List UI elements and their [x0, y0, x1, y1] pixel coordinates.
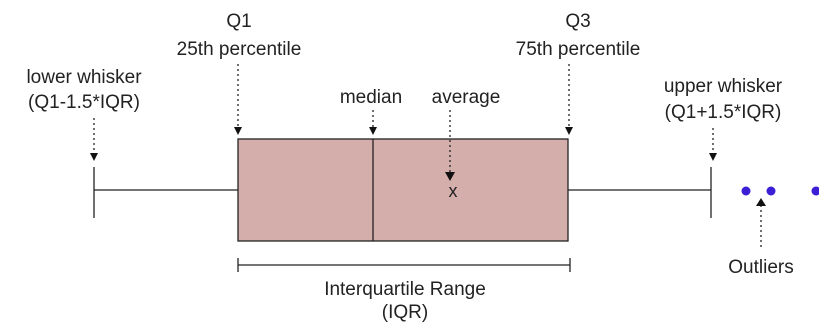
q3-label: Q3	[565, 11, 590, 32]
iqr-box	[237, 138, 569, 242]
outlier-point	[766, 186, 776, 196]
average-marker: x	[449, 181, 458, 201]
q3-description: 75th percentile	[516, 39, 641, 60]
lower-whisker-label: lower whisker	[26, 67, 142, 88]
average-arrowhead	[445, 172, 455, 181]
average-label: average	[432, 87, 501, 108]
lower-whisker-arrowhead	[90, 153, 98, 161]
upper-whisker-arrowhead	[709, 153, 717, 161]
upper-whisker-label: upper whisker	[664, 76, 783, 97]
q1-label: Q1	[226, 11, 251, 32]
outliers-arrowhead	[756, 198, 766, 206]
iqr-label-abbrev: (IQR)	[382, 302, 428, 323]
q1-description: 25th percentile	[177, 39, 302, 60]
lower-whisker-formula: (Q1-1.5*IQR)	[28, 92, 140, 113]
outlier-point	[741, 186, 751, 196]
outlier-point	[811, 186, 819, 196]
iqr-label: Interquartile Range	[324, 279, 486, 300]
median-arrowhead	[369, 127, 377, 135]
upper-whisker-formula: (Q1+1.5*IQR)	[665, 102, 782, 123]
q3-arrowhead	[565, 127, 573, 135]
outliers-label: Outliers	[728, 257, 793, 278]
median-label: median	[340, 87, 402, 108]
q1-arrowhead	[234, 127, 242, 135]
